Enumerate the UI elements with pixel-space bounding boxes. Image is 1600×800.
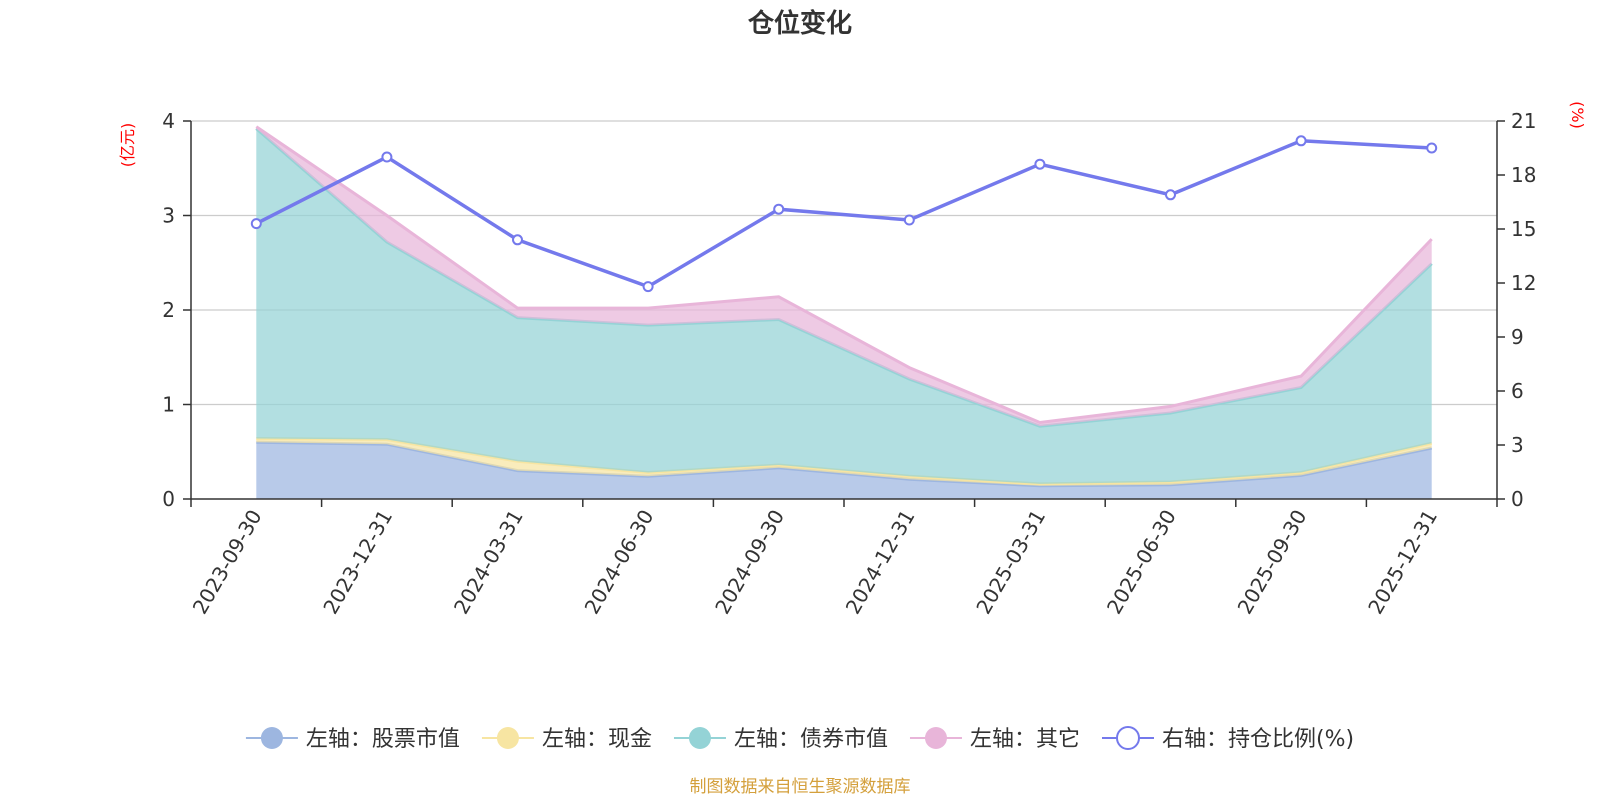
legend-label-2: 左轴：债券市值: [734, 727, 888, 752]
x-tick-label-0: 2023-09-30: [188, 506, 267, 619]
x-tick-label-2: 2024-03-31: [449, 506, 528, 619]
left-axis-unit: (亿元): [118, 123, 137, 168]
left-tick-label-1: 1: [162, 393, 175, 417]
ratio-point-2: [512, 234, 523, 246]
legend-label-3: 左轴：其它: [970, 727, 1080, 752]
area-series-1: [256, 438, 1432, 486]
stacked-areas: [255, 125, 1433, 499]
area-series-2: [256, 128, 1432, 484]
legend-label-4: 右轴：持仓比例(%): [1162, 727, 1354, 752]
legend-marker-4: [1115, 726, 1140, 750]
ratio-point-8: [1295, 135, 1307, 147]
right-tick-label-0: 0: [1511, 487, 1524, 511]
ratio-point-1: [381, 151, 393, 163]
left-tick-label-0: 0: [162, 487, 175, 511]
x-tick-label-5: 2024-12-31: [841, 506, 920, 619]
left-tick-label-4: 4: [162, 109, 175, 133]
ratio-point-4: [773, 203, 785, 215]
legend-label-1: 左轴：现金: [542, 727, 652, 752]
ratio-line: [255, 139, 1432, 289]
x-tick-label-4: 2024-09-30: [710, 506, 789, 619]
legend-marker-2: [688, 727, 711, 749]
ratio-point-7: [1165, 189, 1176, 201]
right-tick-label-1: 3: [1511, 433, 1524, 457]
right-tick-label-3: 9: [1511, 325, 1524, 349]
source-note: 制图数据来自恒生聚源数据库: [690, 777, 911, 797]
ratio-point-3: [642, 281, 654, 293]
left-tick-label-2: 2: [162, 298, 175, 322]
right-axis-unit: (%): [1568, 101, 1587, 129]
legend-marker-3: [924, 727, 947, 749]
ratio-point-9: [1426, 142, 1438, 154]
legend: 左轴：股票市值 左轴：现金 左轴：债券市值 左轴：其它 右轴：持仓比例(%): [245, 726, 1354, 752]
ratio-point-5: [903, 214, 915, 226]
right-tick-label-7: 21: [1511, 109, 1536, 133]
ratio-point-6: [1034, 158, 1046, 170]
x-tick-label-7: 2025-06-30: [1102, 506, 1181, 619]
legend-marker-1: [496, 727, 519, 749]
left-tick-label-3: 3: [162, 204, 175, 228]
ratio-line-series: [250, 135, 1438, 293]
right-tick-label-4: 12: [1511, 271, 1536, 295]
right-tick-label-6: 18: [1511, 163, 1536, 187]
legend-marker-0: [260, 727, 283, 749]
area-series-0: [256, 442, 1432, 499]
x-tick-label-8: 2025-09-30: [1233, 506, 1312, 619]
chart-title: 仓位变化: [747, 8, 852, 39]
x-tick-label-3: 2024-06-30: [580, 506, 659, 619]
x-tick-label-6: 2025-03-31: [971, 506, 1050, 619]
right-tick-label-5: 15: [1511, 217, 1536, 241]
legend-label-0: 左轴：股票市值: [306, 727, 460, 752]
x-tick-label-1: 2023-12-31: [318, 506, 397, 619]
x-tick-label-9: 2025-12-31: [1363, 506, 1442, 619]
area-edge-3: [255, 125, 1433, 425]
right-tick-label-2: 6: [1511, 379, 1524, 403]
ratio-point-0: [250, 218, 262, 230]
